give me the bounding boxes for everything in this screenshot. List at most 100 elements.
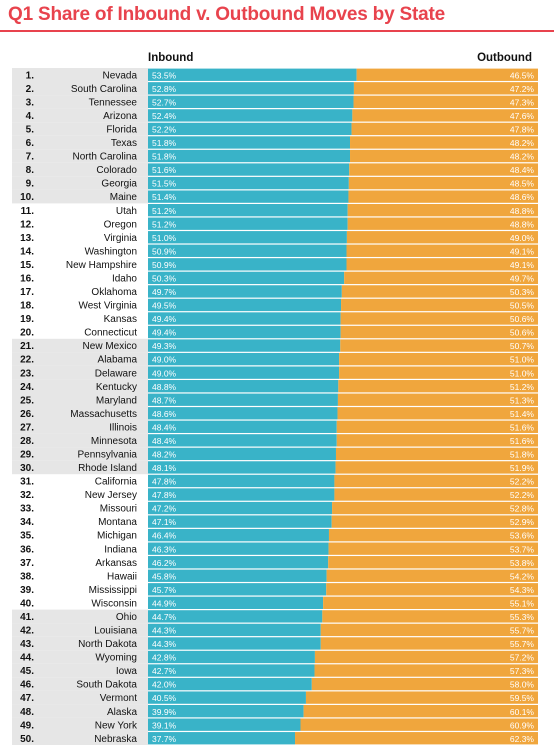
rank-label: 14. — [20, 246, 34, 257]
inbound-value: 48.8% — [152, 382, 177, 392]
inbound-value: 50.3% — [152, 273, 177, 283]
inbound-bar — [148, 583, 327, 596]
inbound-bar — [148, 474, 335, 488]
row-band — [12, 406, 148, 421]
outbound-bar — [347, 217, 538, 230]
outbound-value: 51.3% — [510, 395, 535, 405]
outbound-value: 48.6% — [510, 192, 535, 202]
outbound-bar — [295, 732, 538, 745]
outbound-bar — [344, 271, 538, 285]
outbound-value: 54.2% — [510, 571, 535, 581]
outbound-value: 51.9% — [510, 463, 535, 473]
state-label: Vermont — [100, 693, 137, 704]
inbound-value: 39.9% — [152, 707, 177, 717]
outbound-value: 52.9% — [510, 517, 535, 527]
row-band — [12, 623, 148, 637]
outbound-bar — [320, 637, 538, 650]
rank-label: 30. — [20, 463, 34, 474]
outbound-value: 51.6% — [510, 422, 535, 432]
outbound-bar — [331, 515, 538, 528]
inbound-value: 46.3% — [152, 544, 177, 554]
rank-label: 43. — [20, 639, 34, 650]
legend-inbound: Inbound — [148, 52, 194, 64]
state-label: California — [95, 477, 138, 488]
outbound-bar — [336, 434, 538, 447]
row-band — [12, 379, 148, 393]
outbound-bar — [340, 325, 538, 339]
rank-label: 48. — [20, 707, 34, 718]
state-label: Indiana — [104, 544, 137, 555]
outbound-value: 47.2% — [510, 84, 535, 94]
outbound-value: 50.3% — [510, 287, 535, 297]
rank-label: 4. — [26, 111, 35, 122]
inbound-value: 49.7% — [152, 287, 177, 297]
rank-label: 2. — [26, 84, 35, 95]
inbound-bar — [148, 82, 354, 95]
outbound-value: 54.3% — [510, 585, 535, 595]
inbound-bar — [148, 556, 329, 569]
outbound-bar — [339, 366, 538, 379]
inbound-bar — [148, 312, 341, 325]
outbound-value: 47.3% — [510, 97, 535, 107]
outbound-bar — [334, 488, 538, 501]
rank-label: 5. — [26, 125, 35, 136]
outbound-bar — [356, 68, 538, 81]
inbound-bar — [148, 515, 332, 528]
row-band — [12, 717, 148, 732]
rank-label: 31. — [20, 477, 34, 488]
state-label: Oregon — [104, 219, 137, 230]
rank-label: 28. — [20, 436, 34, 447]
rank-label: 40. — [20, 598, 34, 609]
state-label: Wyoming — [95, 653, 137, 664]
state-label: Idaho — [112, 273, 137, 284]
outbound-bar — [353, 95, 538, 109]
inbound-bar — [148, 528, 329, 542]
outbound-bar — [346, 258, 538, 271]
outbound-bar — [336, 420, 538, 433]
outbound-bar — [328, 542, 538, 555]
state-label: Delaware — [95, 368, 138, 379]
inbound-bar — [148, 664, 315, 677]
outbound-value: 47.6% — [510, 111, 535, 121]
inbound-bar — [148, 610, 323, 623]
outbound-bar — [335, 447, 538, 461]
rank-label: 1. — [26, 70, 35, 81]
outbound-value: 53.6% — [510, 531, 535, 541]
inbound-value: 51.5% — [152, 179, 177, 189]
chart-title: Q1 Share of Inbound v. Outbound Moves by… — [8, 4, 445, 25]
inbound-bar — [148, 677, 312, 691]
inbound-bar — [148, 501, 333, 515]
state-label: Oklahoma — [91, 287, 137, 298]
inbound-value: 45.8% — [152, 571, 177, 581]
inbound-bar — [148, 244, 347, 257]
row-band — [12, 81, 148, 96]
outbound-bar — [352, 109, 538, 122]
outbound-value: 49.1% — [510, 260, 535, 270]
rank-label: 38. — [20, 571, 34, 582]
rank-label: 18. — [20, 301, 34, 312]
inbound-value: 44.3% — [152, 639, 177, 649]
outbound-bar — [322, 610, 538, 623]
inbound-value: 52.7% — [152, 97, 177, 107]
state-label: Colorado — [96, 165, 137, 176]
outbound-value: 57.2% — [510, 653, 535, 663]
inbound-value: 51.4% — [152, 192, 177, 202]
outbound-value: 62.3% — [510, 734, 535, 744]
rank-label: 6. — [26, 138, 35, 149]
inbound-bar — [148, 231, 347, 244]
row-band — [12, 365, 148, 380]
inbound-bar — [148, 569, 327, 582]
state-label: Alabama — [98, 355, 138, 366]
state-label: Mississippi — [89, 585, 137, 596]
outbound-bar — [339, 352, 538, 366]
inbound-value: 48.4% — [152, 422, 177, 432]
rank-label: 11. — [21, 206, 35, 217]
rank-label: 9. — [26, 179, 35, 190]
inbound-value: 50.9% — [152, 260, 177, 270]
state-label: Maine — [110, 192, 138, 203]
rank-label: 8. — [26, 165, 35, 176]
state-label: Kansas — [104, 314, 137, 325]
state-label: New York — [95, 720, 138, 731]
inbound-value: 44.9% — [152, 598, 177, 608]
